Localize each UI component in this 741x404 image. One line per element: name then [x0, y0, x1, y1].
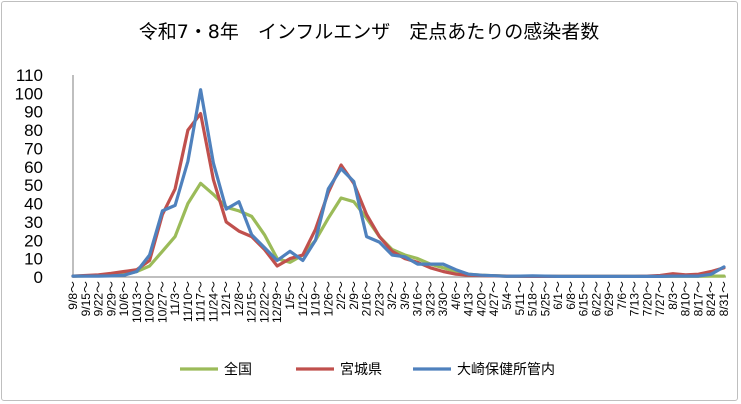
y-tick-label: 40: [24, 195, 43, 214]
x-tick-label: 11/24～: [206, 281, 220, 322]
x-tick-label: 3/16～: [411, 281, 425, 316]
x-tick-label: 7/6～: [615, 281, 629, 310]
legend: 全国 宮城県 大崎保健所管内: [180, 361, 555, 378]
x-tick-label: 6/15～: [577, 281, 591, 316]
y-tick-label: 80: [24, 121, 43, 140]
x-tick-label: 2/23～: [372, 281, 386, 316]
y-tick-label: 0: [34, 268, 43, 287]
x-tick-label: 5/11～: [513, 281, 527, 315]
x-tick-label: 11/10～: [181, 281, 195, 322]
x-tick-label: 8/17～: [691, 281, 705, 316]
x-tick-label: 4/27～: [487, 281, 501, 316]
x-tick-label: 10/27～: [155, 281, 169, 323]
x-tick-label: 7/27～: [653, 281, 667, 316]
x-tick-label: 8/3～: [666, 281, 680, 310]
legend-label: 大崎保健所管内: [457, 362, 555, 378]
y-tick-label: 30: [24, 213, 43, 232]
x-tick-label: 9/29～: [104, 281, 118, 316]
x-tick-label: 12/29～: [270, 281, 284, 323]
x-tick-label: 12/22～: [257, 281, 271, 323]
x-tick-label: 10/13～: [130, 281, 144, 323]
legend-label: 全国: [224, 361, 252, 378]
series-line: [71, 88, 726, 278]
y-tick-label: 100: [15, 84, 43, 103]
x-tick-label: 1/19～: [309, 281, 323, 316]
x-tick-label: 10/20～: [143, 281, 157, 323]
x-tick-label: 2/9～: [347, 281, 361, 310]
x-tick-label: 1/26～: [321, 281, 335, 316]
x-tick-label: 5/18～: [526, 281, 540, 316]
x-tick-label: 3/30～: [436, 281, 450, 316]
x-tick-labels: 9/8～9/15～9/22～9/29～10/6～10/13～10/20～10/2…: [66, 281, 731, 323]
x-tick-label: 8/31～: [717, 281, 731, 316]
x-tick-label: 6/1～: [551, 281, 565, 310]
x-tick-label: 9/15～: [79, 281, 93, 316]
y-tick-label: 90: [24, 103, 43, 122]
chart-title: 令和7・8年 インフルエンザ 定点あたりの感染者数: [139, 21, 600, 43]
x-tick-label: 8/24～: [704, 281, 718, 316]
x-tick-label: 12/1～: [219, 281, 233, 316]
x-tick-label: 12/8～: [232, 281, 246, 316]
x-tick-label: 8/10～: [679, 281, 693, 316]
x-tick-label: 6/22～: [589, 281, 603, 316]
x-tick-label: 2/2～: [334, 281, 348, 310]
x-tick-label: 6/8～: [564, 281, 578, 310]
x-tick-label: 11/17～: [194, 281, 208, 322]
x-tick-label: 7/20～: [640, 281, 654, 316]
x-tick-label: 1/5～: [283, 281, 297, 310]
x-tick-label: 11/3～: [168, 281, 182, 315]
axes: [72, 75, 726, 278]
y-tick-label: 110: [16, 66, 43, 85]
x-tick-label: 5/4～: [500, 281, 514, 310]
y-tick-label: 50: [24, 176, 43, 195]
x-tick-label: 4/13～: [462, 281, 476, 316]
y-tick-label: 20: [24, 231, 43, 250]
y-tick-label: 70: [24, 139, 43, 158]
x-tick-label: 4/20～: [474, 281, 488, 316]
x-tick-label: 2/16～: [360, 281, 374, 316]
x-tick-label: 3/23～: [423, 281, 437, 316]
x-tick-label: 5/25～: [538, 281, 552, 316]
x-tick-label: 1/12～: [296, 281, 310, 316]
series-lines: [71, 88, 726, 278]
x-tick-label: 3/2～: [385, 281, 399, 310]
x-tick-label: 9/22～: [92, 281, 106, 316]
x-tick-label: 3/9～: [398, 281, 412, 310]
x-tick-label: 7/13～: [628, 281, 642, 316]
x-tick-label: 9/8～: [66, 281, 80, 310]
legend-label: 宮城県: [340, 362, 382, 378]
y-tick-label: 60: [24, 158, 43, 177]
x-tick-label: 4/6～: [449, 281, 463, 310]
x-tick-label: 6/29～: [602, 281, 616, 316]
x-tick-label: 10/6～: [117, 281, 131, 316]
y-tick-label: 10: [24, 250, 43, 269]
x-tick-label: 12/15～: [245, 281, 259, 323]
